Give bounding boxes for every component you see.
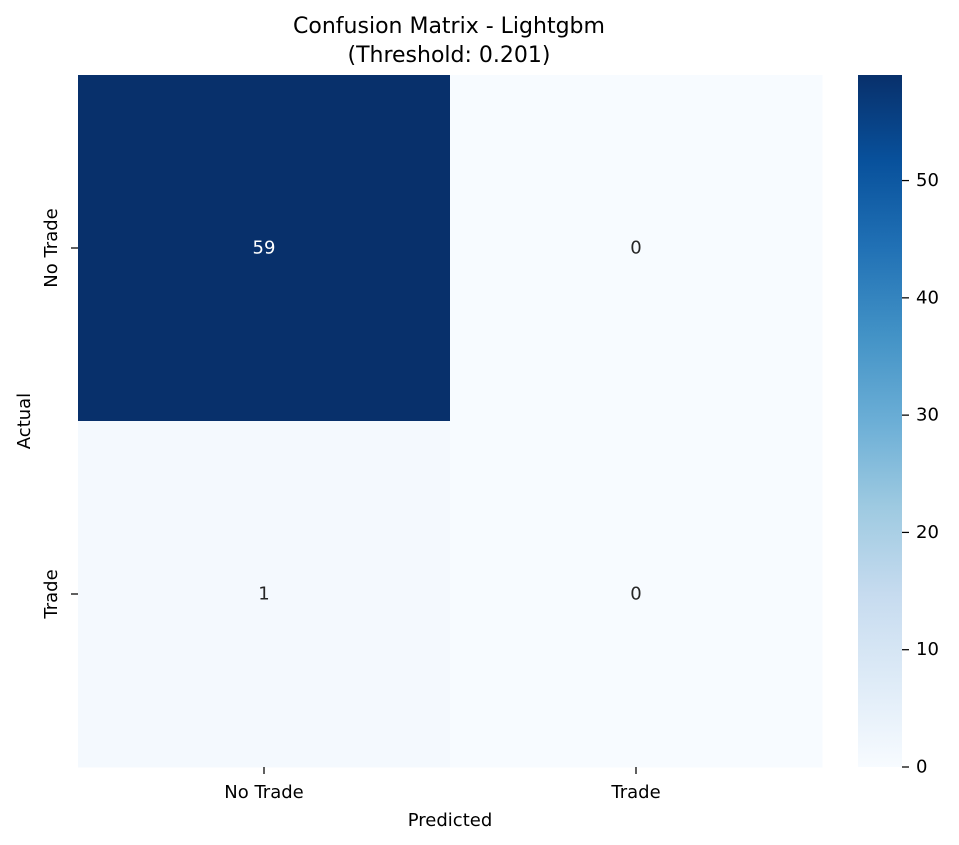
colorbar-tick-label: 50 (916, 170, 939, 191)
heatmap-cell (450, 421, 823, 768)
y-axis-label: Actual (14, 393, 35, 449)
heatmap-cells (78, 75, 823, 768)
x-tick-label: No Trade (224, 782, 303, 803)
chart-subtitle: (Threshold: 0.201) (348, 43, 551, 68)
colorbar-tick-label: 10 (916, 639, 939, 660)
x-axis-label: Predicted (408, 810, 493, 831)
heatmap-cell-labels: 59 0 1 0 (253, 238, 642, 605)
colorbar-tick-label: 20 (916, 522, 939, 543)
chart-title: Confusion Matrix - Lightgbm (293, 14, 605, 39)
y-tick-label: No Trade (41, 208, 62, 287)
cell-value-label: 59 (253, 238, 276, 259)
heatmap-cell (450, 75, 823, 422)
y-tick-label: Trade (41, 569, 62, 619)
colorbar-ticks: 0 10 20 30 40 50 (902, 170, 939, 778)
colorbar (858, 75, 902, 767)
colorbar-tick-label: 40 (916, 287, 939, 308)
y-axis-ticks: No Trade Trade (41, 208, 78, 620)
heatmap-cell (78, 421, 451, 768)
cell-value-label: 0 (630, 238, 641, 259)
heatmap-cell (78, 75, 451, 422)
colorbar-tick-label: 0 (916, 757, 927, 778)
x-axis-ticks: No Trade Trade (224, 767, 661, 803)
cell-value-label: 0 (630, 584, 641, 605)
cell-value-label: 1 (258, 584, 269, 605)
x-tick-label: Trade (610, 782, 660, 803)
colorbar-tick-label: 30 (916, 405, 939, 426)
